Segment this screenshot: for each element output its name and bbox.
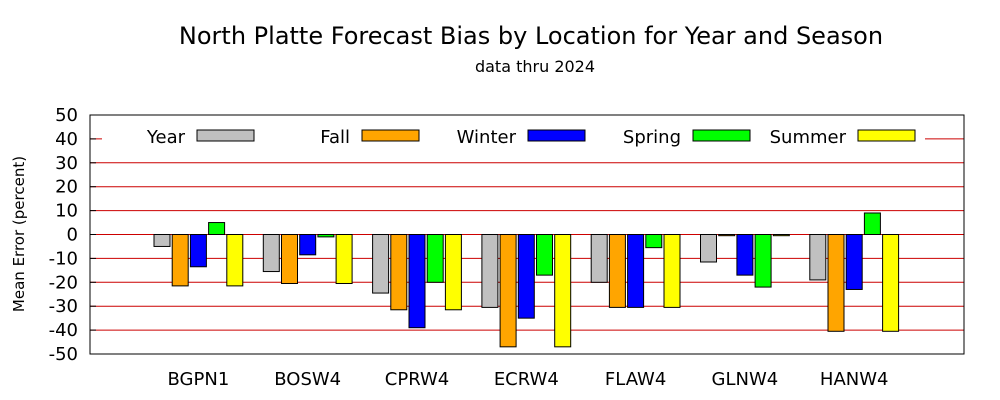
legend-label-fall: Fall — [320, 127, 350, 148]
y-tick-label: -30 — [49, 296, 78, 317]
bar-cprw4-spring — [426, 234, 444, 283]
y-tick-label: 20 — [55, 177, 78, 198]
y-tick-label: 10 — [55, 201, 78, 222]
y-tick-label: -10 — [49, 248, 78, 269]
bar-bosw4-spring — [317, 234, 335, 238]
y-tick-label: 30 — [55, 153, 78, 174]
legend-swatch-spring — [692, 129, 751, 142]
bar-bgpn1-fall — [171, 234, 189, 287]
y-tick-label: 50 — [55, 105, 78, 126]
legend-label-summer: Summer — [770, 127, 847, 148]
y-tick-label: -20 — [49, 272, 78, 293]
y-axis-ticks: 50 40 30 20 10 0-10 -20 -30 -40 -50 — [49, 105, 96, 365]
legend-label-year: Year — [146, 127, 186, 148]
chart-subtitle: data thru 2024 — [475, 57, 595, 76]
bar-bosw4-year — [262, 234, 280, 273]
x-tick-label: HANW4 — [820, 369, 889, 390]
y-tick-label: -40 — [49, 320, 78, 341]
bar-flaw4-year — [590, 234, 608, 283]
bar-bosw4-winter — [299, 234, 317, 256]
bar-bgpn1-winter — [189, 234, 207, 268]
x-tick-label: CPRW4 — [385, 369, 449, 390]
bars — [153, 212, 900, 348]
bar-ecrw4-year — [481, 234, 499, 308]
bar-bosw4-summer — [335, 234, 353, 284]
y-tick-label: 40 — [55, 129, 78, 150]
y-axis-label: Mean Error (percent) — [10, 156, 28, 312]
bar-glnw4-fall — [718, 234, 736, 237]
y-tick-label: 0 — [67, 225, 78, 246]
bar-bgpn1-year — [153, 234, 171, 247]
bar-bgpn1-summer — [226, 234, 244, 287]
plot-frame — [89, 114, 965, 355]
x-tick-label: BOSW4 — [274, 369, 341, 390]
legend-label-spring: Spring — [623, 127, 681, 148]
bar-bosw4-fall — [281, 234, 298, 284]
bar-glnw4-spring — [754, 234, 772, 288]
y-tick-label: -50 — [49, 344, 78, 365]
chart-title: North Platte Forecast Bias by Location f… — [179, 22, 883, 50]
bar-flaw4-spring — [645, 234, 663, 249]
bar-hanw4-fall — [827, 234, 845, 332]
x-tick-label: FLAW4 — [605, 369, 666, 390]
bar-cprw4-year — [372, 234, 390, 294]
x-tick-label: GLNW4 — [712, 369, 779, 390]
legend-swatch-year — [196, 129, 255, 142]
bar-cprw4-fall — [390, 234, 408, 311]
x-tick-label: ECRW4 — [494, 369, 559, 390]
legend-swatch-fall — [361, 129, 420, 142]
bar-hanw4-winter — [845, 234, 863, 290]
bar-ecrw4-spring — [536, 234, 553, 276]
bar-ecrw4-summer — [554, 234, 572, 348]
bar-ecrw4-fall — [499, 234, 517, 348]
bar-glnw4-winter — [736, 234, 754, 276]
legend-swatch-summer — [857, 129, 916, 142]
bar-cprw4-winter — [408, 234, 426, 329]
bar-hanw4-spring — [863, 212, 881, 236]
bar-flaw4-winter — [627, 234, 645, 308]
bar-ecrw4-winter — [517, 234, 535, 319]
bar-flaw4-summer — [663, 234, 681, 308]
legend: Year Fall Winter Spring Summer — [102, 124, 925, 152]
bar-hanw4-year — [809, 234, 827, 281]
x-axis-ticks: BGPN1 BOSW4 CPRW4 ECRW4 FLAW4 GLNW4 HANW4 — [168, 369, 889, 390]
x-tick-label: BGPN1 — [168, 369, 230, 390]
bar-glnw4-year — [700, 234, 717, 263]
bar-hanw4-summer — [882, 234, 900, 332]
legend-swatch-winter — [527, 129, 586, 142]
bar-bgpn1-spring — [208, 222, 226, 236]
bar-flaw4-fall — [608, 234, 626, 308]
bar-cprw4-summer — [444, 234, 462, 311]
bar-glnw4-summer — [772, 234, 790, 237]
legend-label-winter: Winter — [457, 127, 517, 148]
